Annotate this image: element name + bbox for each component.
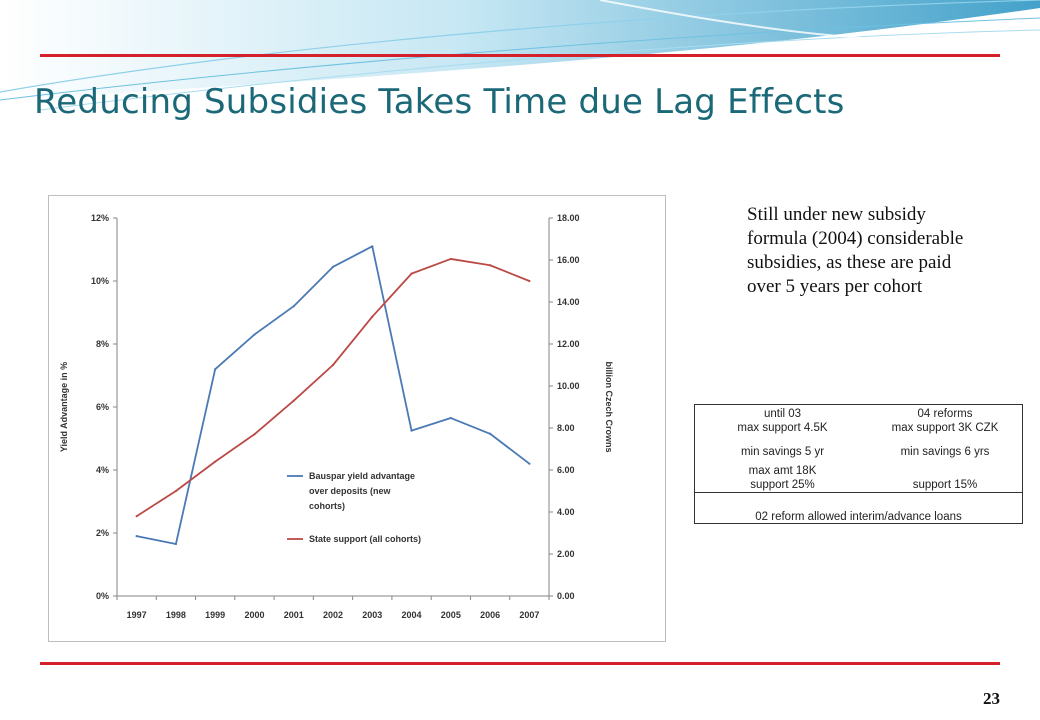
series-1-point: [214, 368, 217, 371]
header-swoosh: [0, 0, 1040, 111]
table-col2-savings: min savings 6 yrs: [900, 446, 990, 458]
series-1-point: [174, 542, 178, 546]
y-left-axis-title: Yield Advantage in %: [59, 362, 69, 452]
series-2-point: [488, 264, 492, 267]
series-2-point: [214, 460, 217, 463]
series-1-point: [488, 432, 492, 435]
table-col1-rate: support 25%: [750, 479, 815, 491]
table-col1-header: until 03: [763, 408, 802, 420]
x-tick-label: 2006: [480, 610, 500, 620]
series-2-point: [135, 515, 138, 518]
x-tick-label: 2003: [362, 610, 382, 620]
y-left-tick-label: 4%: [96, 465, 109, 475]
y-left-tick-label: 0%: [96, 591, 109, 601]
y-right-tick-label: 6.00: [557, 465, 575, 475]
series-2-point: [449, 257, 452, 261]
line-chart: 0% 2% 4% 6% 8% 10% 12% 0.00 2.00 4.00 6.00 8.00 10.0…: [48, 195, 666, 642]
x-tick-label: 1999: [205, 610, 225, 620]
x-tick-label: 2007: [519, 610, 539, 620]
series-line-1: [136, 245, 530, 545]
series-2-point: [292, 399, 295, 402]
table-col1-support: max support 4.5K: [737, 422, 828, 434]
y-right-tick-label: 8.00: [557, 423, 575, 433]
x-tick-label: 2001: [284, 610, 304, 620]
page-number: 23: [983, 689, 1000, 708]
y-left-tick-label: 10%: [91, 276, 109, 286]
bottom-divider: [40, 662, 1000, 665]
table-col2-rate: support 15%: [912, 479, 978, 491]
y-right-tick-label: 2.00: [557, 549, 575, 559]
series-2-point: [331, 363, 335, 367]
series-2-point: [253, 433, 256, 436]
top-divider: [40, 54, 1000, 57]
y-left-tick-label: 6%: [96, 402, 109, 412]
x-tick-label: 1998: [166, 610, 186, 620]
x-tick-label: 2004: [402, 610, 422, 620]
y-right-tick-label: 18.00: [557, 213, 580, 223]
series-1-point: [253, 333, 256, 336]
y-right-tick-label: 0.00: [557, 591, 575, 601]
table-col2-header: 04 reforms: [917, 408, 973, 420]
slide-title: Reducing Subsidies Takes Time due Lag Ef…: [34, 82, 845, 122]
series-1-point: [331, 265, 335, 268]
y-right-axis-title: billion Czech Crowns: [604, 361, 614, 452]
series-2-point: [371, 315, 374, 318]
y-right-tick-label: 10.00: [557, 381, 580, 391]
series-1-point: [135, 535, 138, 538]
table-col2-support: max support 3K CZK: [891, 422, 999, 434]
y-right-tick-label: 4.00: [557, 507, 575, 517]
y-right-tick-label: 12.00: [557, 339, 580, 349]
y-right-tick-label: 14.00: [557, 297, 580, 307]
legend-label-2: State support (all cohorts): [309, 534, 421, 544]
x-tick-label: 2000: [244, 610, 264, 620]
table-divider: [695, 492, 1022, 493]
series-1-point: [410, 429, 413, 432]
legend-label-1: over deposits (new: [309, 486, 392, 496]
series-1-point: [292, 305, 295, 308]
series-2-point: [528, 279, 531, 283]
table-col1-amount: max amt 18K: [748, 465, 817, 477]
note-text: Still under new subsidy formula (2004) c…: [747, 204, 964, 297]
x-tick-label: 1997: [127, 610, 147, 620]
y-left-tick-label: 8%: [96, 339, 109, 349]
series-1-point: [449, 416, 452, 420]
x-tick-label: 2005: [441, 610, 461, 620]
x-tick-label: 2002: [323, 610, 343, 620]
y-left-tick-label: 2%: [96, 528, 109, 538]
series-2-point: [174, 489, 178, 493]
table-col1-savings: min savings 5 yr: [740, 446, 825, 458]
legend-label-1: cohorts): [309, 501, 345, 511]
series-2-point: [410, 272, 413, 275]
y-right-tick-label: 16.00: [557, 255, 580, 265]
chart-canvas: 0% 2% 4% 6% 8% 10% 12% 0.00 2.00 4.00 6.00 8.00 10.0…: [59, 213, 614, 620]
y-left-tick-label: 12%: [91, 213, 109, 223]
series-1-point: [371, 245, 374, 248]
table-footer: 02 reform allowed interim/advance loans: [755, 511, 962, 523]
reform-table: until 03 04 reforms max support 4.5K max…: [694, 404, 1023, 524]
series-1-point: [528, 462, 531, 465]
legend-label-1: Bauspar yield advantage: [309, 471, 415, 481]
